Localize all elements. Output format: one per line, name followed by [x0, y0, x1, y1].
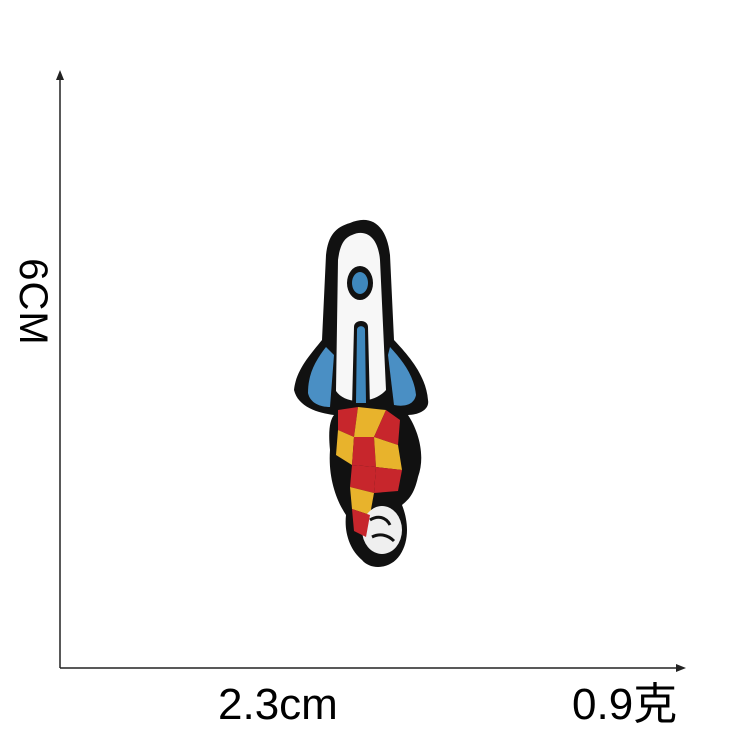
horizontal-axis-arrow: [676, 664, 686, 672]
rocket-window-glass: [352, 272, 368, 294]
rocket-icon: [294, 219, 429, 567]
rocket-center-stripe-fill: [356, 326, 366, 403]
flame-red-6: [352, 509, 370, 537]
weight-label: 0.9克: [572, 680, 678, 729]
right-fin: [388, 347, 416, 406]
smoke-stitch: [369, 515, 396, 543]
flame-red-4: [350, 465, 376, 493]
flame-yellow-2: [336, 430, 354, 465]
flame-yellow-3: [374, 437, 402, 470]
flame-yellow-1: [354, 407, 386, 437]
flame-yellow-4: [350, 487, 374, 515]
flame-red-1: [338, 407, 358, 437]
flame-red-5: [374, 467, 402, 493]
smoke-puff: [362, 506, 402, 554]
rocket-body: [336, 232, 386, 401]
vertical-axis-arrow: [56, 70, 64, 80]
width-dimension-label: 2.3cm: [218, 680, 338, 729]
flame-red-2: [374, 410, 400, 445]
flame-red-3: [352, 437, 376, 467]
left-fin: [308, 347, 334, 407]
height-dimension-label: 6CM: [11, 258, 55, 346]
